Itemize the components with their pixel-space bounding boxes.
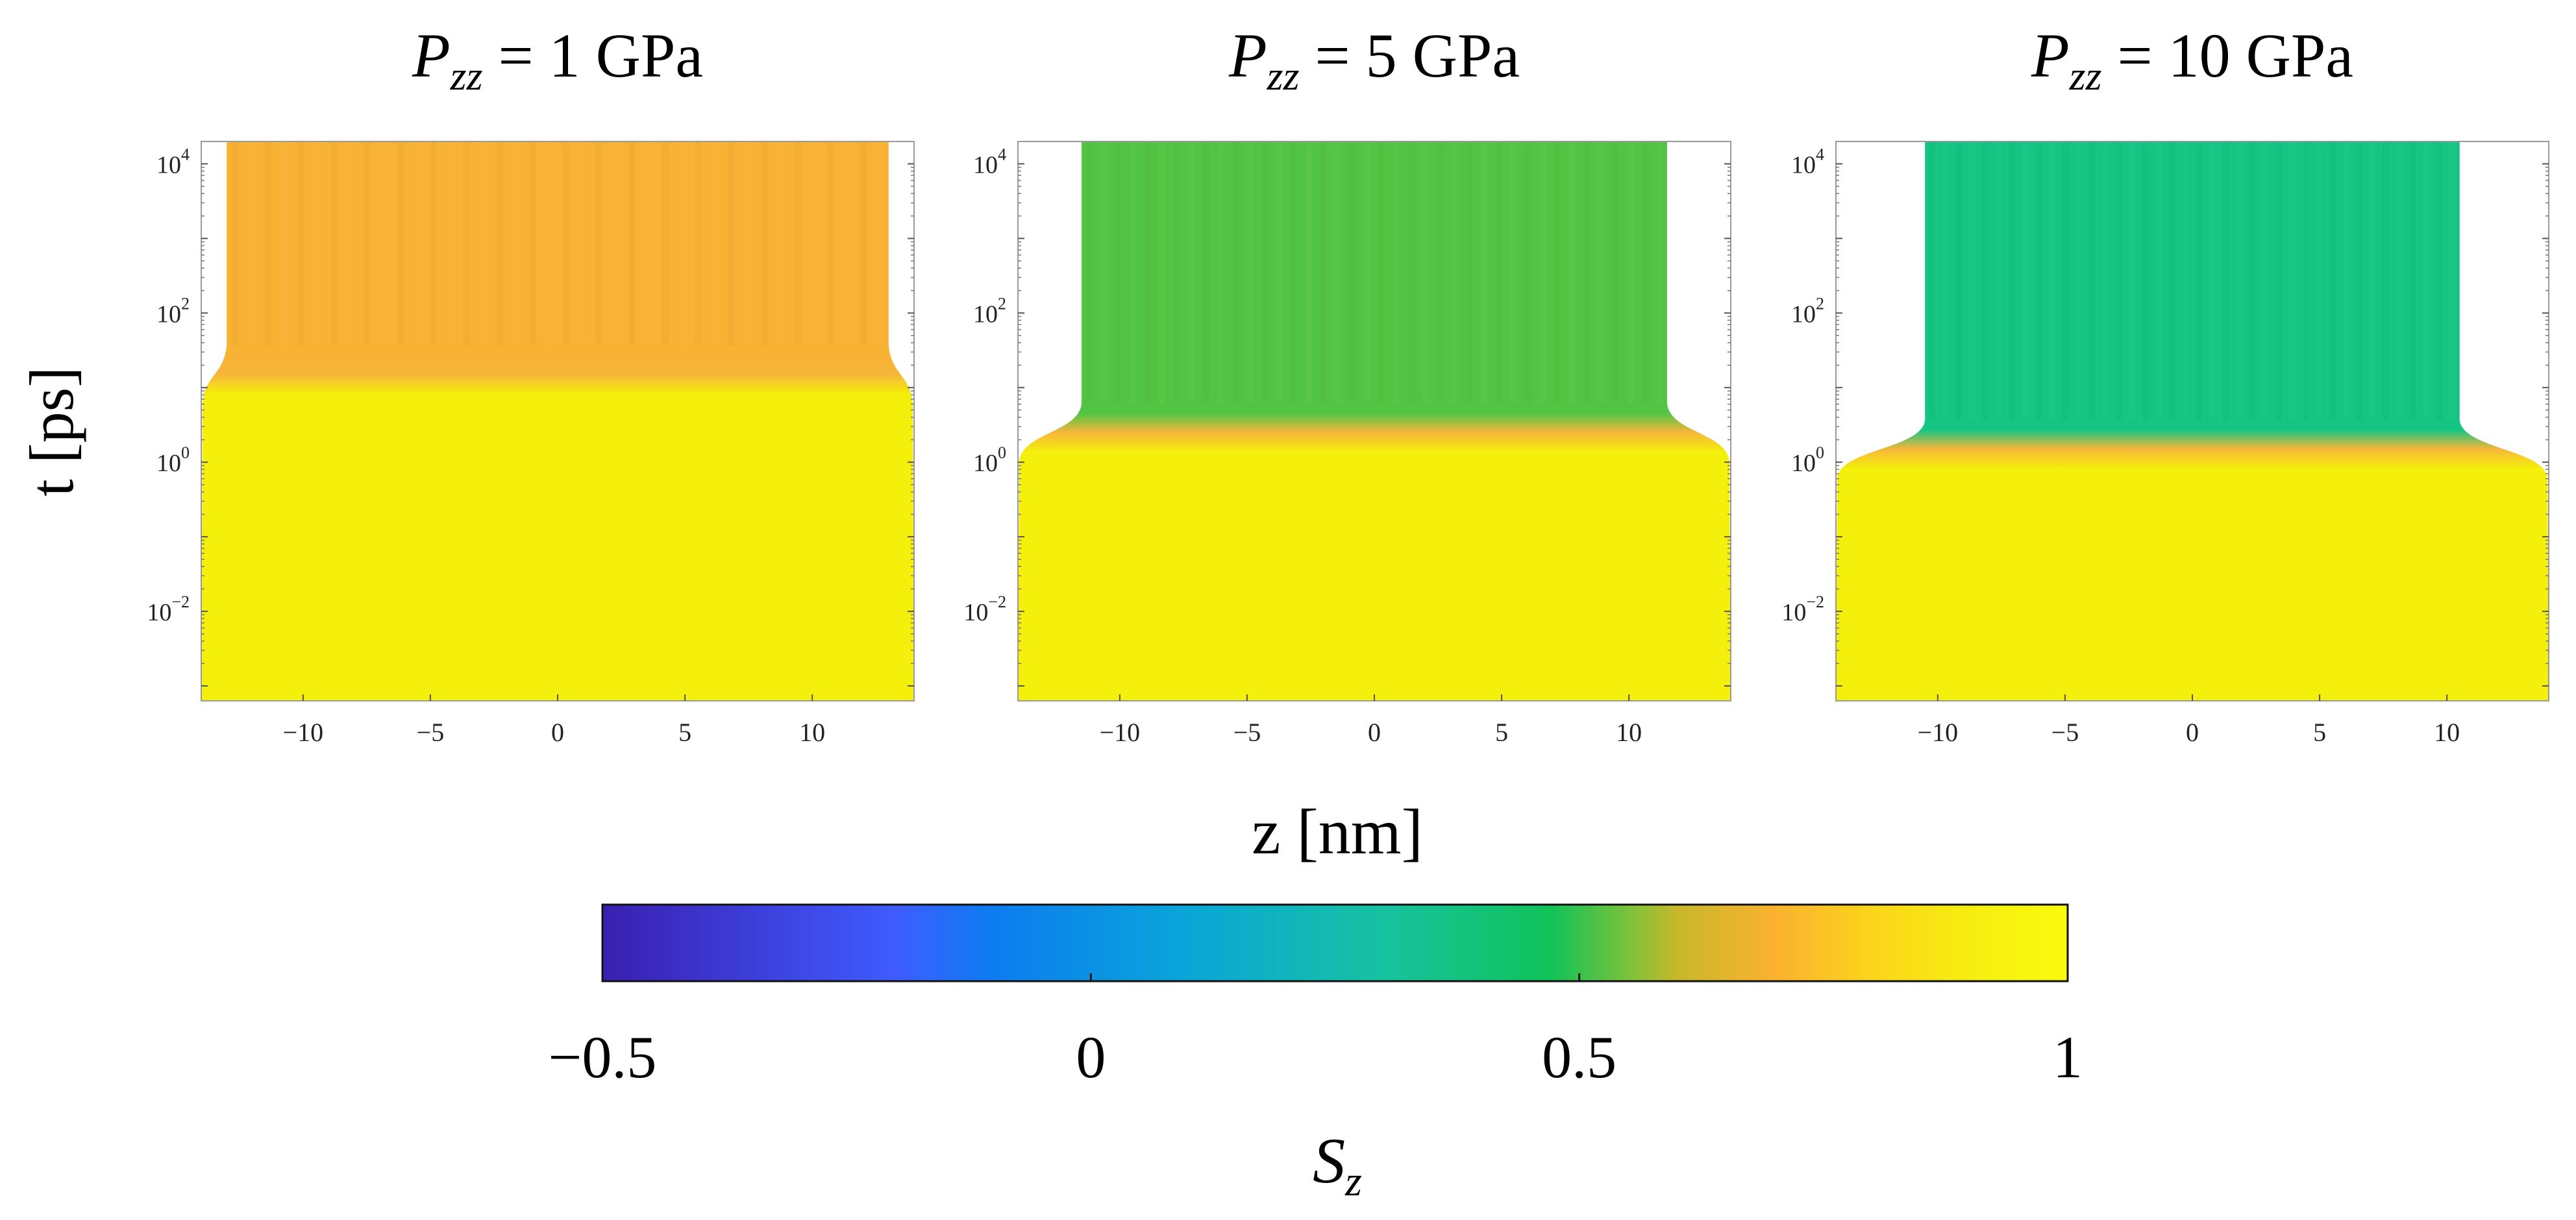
x-axis-label: z [nm]	[1252, 796, 1423, 868]
x-tick-label: −5	[1233, 718, 1261, 747]
y-tick-label: 104	[973, 145, 1006, 178]
y-tick-label: 10−2	[963, 592, 1006, 626]
colorbar-frame	[601, 903, 2069, 982]
y-tick-label: 100	[156, 443, 190, 477]
x-tick-label: 5	[1495, 718, 1508, 747]
x-tick-label: 0	[2186, 718, 2199, 747]
y-tick-label: 104	[156, 145, 190, 178]
colorbar: −0.5 0 0.5 1 Sz	[549, 903, 2083, 1205]
colorbar-tick-label: −0.5	[549, 1024, 657, 1090]
heatmap-fill	[1836, 141, 2549, 701]
heatmap-region	[201, 141, 914, 701]
y-tick-label: 102	[973, 294, 1006, 328]
y-tick-label: 100	[973, 443, 1006, 477]
x-tick-label: 10	[799, 718, 825, 747]
colorbar-fill	[602, 905, 2068, 981]
x-tick-label: 10	[2434, 718, 2460, 747]
x-tick-label: 10	[1616, 718, 1642, 747]
x-tick-label: −10	[283, 718, 324, 747]
colorbar-tick-label: 1	[2053, 1024, 2083, 1090]
x-tick-label: −10	[1918, 718, 1959, 747]
y-axis-label: t [ps]	[17, 367, 86, 496]
x-tick-label: −10	[1100, 718, 1141, 747]
y-tick-label: 10−2	[147, 592, 190, 626]
y-tick-label: 104	[1791, 145, 1824, 178]
panel-1: −10 −5 0 5 10 10−2 100 102 104 Pzz = 1 GPa	[147, 21, 915, 747]
x-tick-label: 0	[551, 718, 564, 747]
y-tick-label: 102	[156, 294, 190, 328]
colorbar-label: Sz	[1313, 1125, 1362, 1205]
y-tick-label: 102	[1791, 294, 1824, 328]
x-tick-label: 5	[2313, 718, 2326, 747]
heatmap-region	[1018, 141, 1731, 701]
panel-2: −10 −5 0 5 10 10−2 100 102 104 Pzz = 5 GPa	[963, 21, 1731, 747]
x-tick-label: 0	[1368, 718, 1381, 747]
heatmap-region	[1836, 141, 2549, 701]
panel-title: Pzz = 1 GPa	[412, 21, 703, 99]
x-tick-label: −5	[417, 718, 445, 747]
x-tick-label: −5	[2051, 718, 2079, 747]
heatmap-fill	[1018, 141, 1731, 701]
panel-title: Pzz = 10 GPa	[2031, 21, 2353, 99]
panel-title: Pzz = 5 GPa	[1228, 21, 1520, 99]
colorbar-tick-label: 0	[1076, 1024, 1106, 1090]
x-tick-label: 5	[678, 718, 691, 747]
y-tick-label: 10−2	[1781, 592, 1824, 626]
colorbar-tick-label: 0.5	[1542, 1024, 1616, 1090]
y-tick-label: 100	[1791, 443, 1824, 477]
panel-3: −10 −5 0 5 10 10−2 100 102 104 Pzz = 10 GPa	[1781, 21, 2549, 747]
heatmap-fill	[201, 141, 914, 701]
